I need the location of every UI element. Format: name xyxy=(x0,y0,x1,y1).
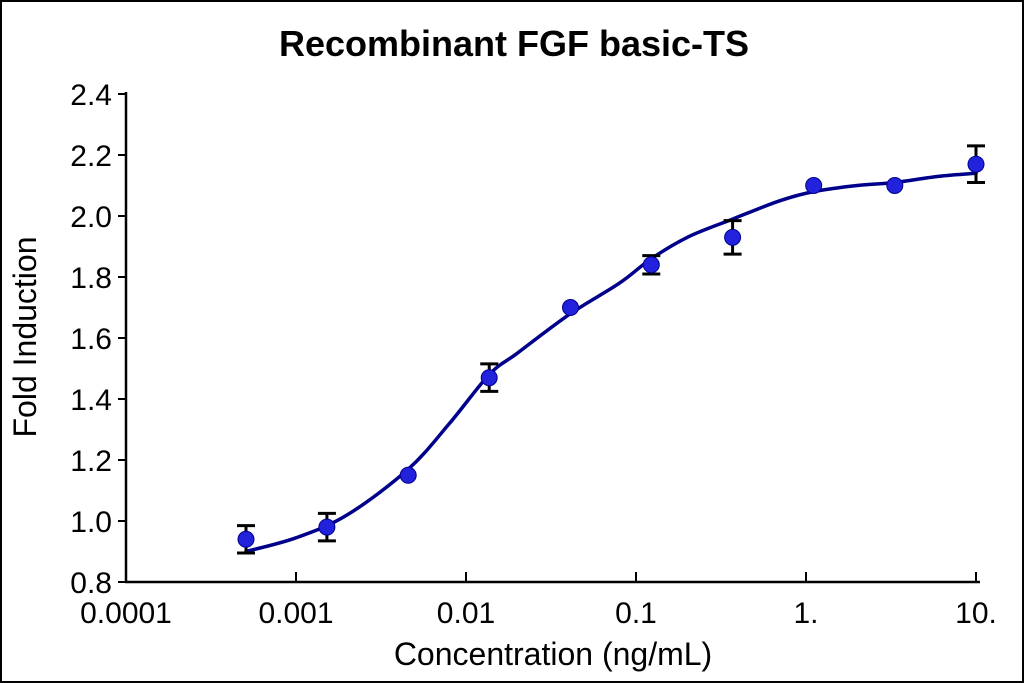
y-tick-label: 1.6 xyxy=(70,323,112,356)
y-tick-label: 1.4 xyxy=(70,384,112,417)
y-axis-label: Fold Induction xyxy=(7,236,43,437)
y-tick-label: 1.8 xyxy=(70,262,112,295)
data-point xyxy=(480,369,498,387)
y-tick-label: 1.2 xyxy=(70,445,112,478)
data-point xyxy=(399,466,417,484)
data-point xyxy=(318,518,336,536)
data-point xyxy=(237,530,255,548)
x-tick-label: 1. xyxy=(793,597,818,630)
x-axis-label: Concentration (ng/mL) xyxy=(394,636,712,672)
data-point xyxy=(724,228,742,246)
x-tick-label: 0.01 xyxy=(437,597,495,630)
y-tick-label: 2.0 xyxy=(70,201,112,234)
y-tick-label: 2.2 xyxy=(70,140,112,173)
data-point xyxy=(886,177,904,194)
y-tick-label: 1.0 xyxy=(70,506,112,539)
data-point xyxy=(967,155,985,173)
data-point xyxy=(562,299,579,316)
x-tick-label: 0.001 xyxy=(258,597,333,630)
y-tick-label: 2.4 xyxy=(70,79,112,112)
x-tick-label: 0.0001 xyxy=(80,597,172,630)
chart-title: Recombinant FGF basic-TS xyxy=(279,23,749,64)
fit-curve xyxy=(244,171,978,554)
data-point xyxy=(805,177,823,194)
data-point xyxy=(642,256,660,274)
x-tick-label: 10. xyxy=(955,597,997,630)
y-tick-label: 0.8 xyxy=(70,567,112,600)
x-tick-label: 0.1 xyxy=(615,597,657,630)
